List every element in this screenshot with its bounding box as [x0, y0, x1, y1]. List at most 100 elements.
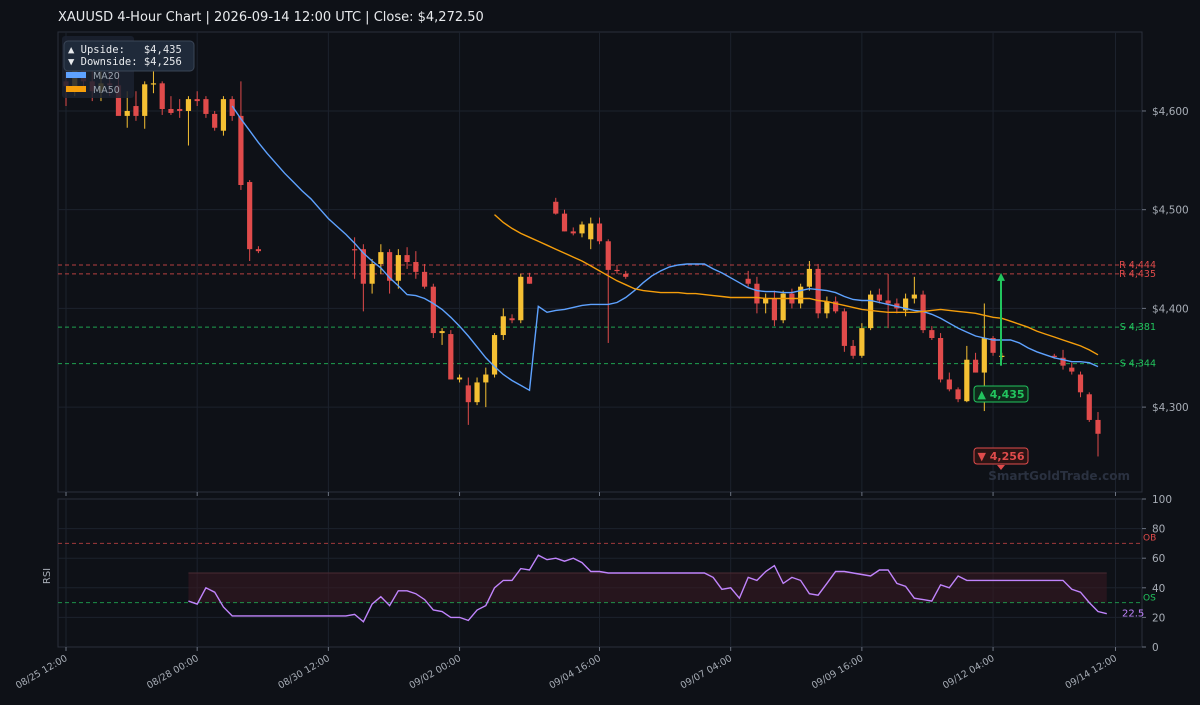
level-label: R 4,435 — [1119, 269, 1156, 280]
candle-body — [1069, 367, 1075, 372]
candle-body — [465, 385, 471, 403]
candle-body — [1086, 394, 1092, 420]
candle-body — [247, 182, 253, 250]
candle-body — [859, 328, 865, 356]
rsi-tick-label: 40 — [1152, 583, 1165, 595]
candle-body — [833, 301, 839, 312]
downside-arrow-head — [997, 465, 1005, 470]
time-tick-label: 09/02 00:00 — [408, 653, 464, 691]
ma20-legend-swatch — [66, 72, 86, 78]
rsi-line — [188, 554, 1107, 623]
candle-body — [824, 301, 830, 314]
candle-body — [159, 83, 165, 109]
downside-target-box — [973, 447, 1029, 465]
ma50-legend-label: MA50 — [93, 85, 120, 96]
ma50-line — [494, 214, 1099, 356]
rsi-tick-label: 80 — [1152, 524, 1165, 536]
candle-body — [500, 316, 506, 336]
candle-body — [929, 330, 935, 339]
candle-body — [203, 99, 209, 114]
rsi-oversold-label: OS — [1143, 594, 1156, 604]
candle-body — [981, 338, 987, 373]
candle-body — [920, 294, 926, 331]
candle-body — [115, 85, 122, 116]
candle-body — [430, 286, 436, 334]
candle-body — [964, 359, 970, 402]
legend: ▲ Upside: $4,435 ▼ Downside: $4,256 MA20… — [62, 36, 195, 98]
candle-body — [413, 262, 419, 272]
rsi-axis-label: RSI — [42, 568, 53, 584]
candle-body — [1095, 419, 1101, 434]
candle-body — [456, 377, 463, 380]
candle-body — [841, 311, 847, 346]
rsi-tick-label: 60 — [1152, 553, 1165, 565]
candle-body — [255, 249, 262, 252]
time-tick-label: 09/04 16:00 — [547, 653, 603, 691]
candle-body — [518, 276, 524, 321]
chart-title: XAUUSD 4-Hour Chart | 2026-09-14 12:00 U… — [58, 10, 484, 25]
rsi-series: OB OS 22.5 — [58, 533, 1156, 623]
candle-body — [937, 338, 944, 380]
candle-body — [509, 318, 515, 321]
candle-body — [439, 331, 445, 334]
candle-body — [124, 110, 130, 116]
candle-body — [526, 276, 533, 284]
candle-body — [229, 99, 235, 116]
upside-target-label: ▲ 4,435 — [977, 388, 1024, 401]
rsi-tick-label: 100 — [1152, 494, 1172, 506]
candle-body — [745, 278, 751, 284]
level-label: S 4,381 — [1120, 322, 1156, 333]
candle-body — [579, 224, 585, 234]
candle-body — [352, 249, 358, 251]
time-tick-label: 09/12 04:00 — [941, 653, 997, 691]
time-tick-label: 09/14 12:00 — [1063, 653, 1119, 691]
candle-body — [754, 283, 760, 304]
ma20-line — [231, 105, 1099, 392]
upside-target-box — [973, 385, 1029, 403]
candle-body — [220, 99, 227, 131]
rsi-overbought-label: OB — [1143, 533, 1156, 543]
candle-body — [570, 231, 576, 234]
rsi-tick-label: 20 — [1152, 612, 1165, 624]
upside-label: ▲ Upside: $4,435 — [68, 44, 182, 56]
candle-body — [491, 335, 498, 375]
candle-body — [369, 263, 375, 284]
candle-body — [806, 268, 812, 287]
candle-body — [771, 298, 778, 321]
candle-body — [360, 249, 366, 284]
price-tick-label: $4,500 — [1152, 205, 1189, 217]
time-tick-label: 08/28 00:00 — [145, 653, 201, 691]
candle-body — [955, 389, 961, 400]
candle-body — [946, 379, 952, 390]
candle-body — [142, 84, 148, 116]
candle-body — [596, 223, 603, 242]
moving-averages — [231, 105, 1099, 392]
candle-body — [605, 241, 611, 270]
candle-body — [1060, 357, 1066, 366]
rsi-tick-label: 0 — [1152, 642, 1159, 654]
candle-body — [588, 223, 594, 240]
candle-body — [553, 201, 559, 214]
price-tick-label: $4,400 — [1152, 303, 1189, 315]
candle-body — [395, 255, 401, 281]
candle-body — [1077, 374, 1084, 393]
rsi-axis: 0 20 40 60 80 100 — [1142, 494, 1172, 654]
candle-body — [911, 294, 917, 299]
candle-body — [1051, 355, 1057, 357]
candle-body — [212, 113, 218, 128]
candle-body — [168, 108, 174, 113]
price-tick-label: $4,600 — [1152, 106, 1189, 118]
candle-body — [990, 338, 996, 353]
candle-body — [780, 293, 786, 321]
candle-body — [798, 286, 804, 304]
candle-body — [876, 294, 882, 301]
candle-body — [561, 213, 568, 232]
level-label: S 4,344 — [1120, 359, 1156, 370]
candle-body — [474, 382, 480, 403]
candle-body — [483, 374, 489, 383]
candle-body — [972, 359, 979, 373]
time-tick-label: 08/25 12:00 — [14, 653, 70, 691]
candle-body — [623, 273, 629, 277]
